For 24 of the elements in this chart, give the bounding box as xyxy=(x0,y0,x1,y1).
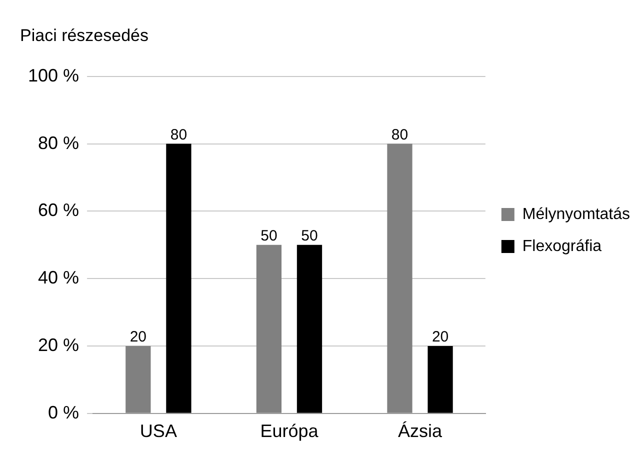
data-label: 50 xyxy=(260,228,278,245)
y-tick-label: 60 % xyxy=(38,200,80,220)
data-label: 80 xyxy=(391,126,408,144)
legend-label: Mélynyomtatás xyxy=(522,206,630,223)
data-label: 50 xyxy=(301,228,318,245)
bar xyxy=(256,244,282,413)
y-tick-label: 0 % xyxy=(48,402,80,422)
legend-label: Flexográfia xyxy=(522,238,602,255)
bar xyxy=(428,346,453,413)
y-tick-label: 40 % xyxy=(38,268,80,288)
y-tick-label: 80 % xyxy=(38,132,80,153)
data-label: 80 xyxy=(170,126,188,144)
bar xyxy=(296,244,322,413)
y-tick-label: 100 % xyxy=(28,65,80,86)
y-tick-label: 20 % xyxy=(38,334,80,355)
data-label: 20 xyxy=(432,328,449,346)
bar xyxy=(166,144,192,413)
x-tick-label: USA xyxy=(140,421,177,442)
data-label: 20 xyxy=(130,328,147,346)
x-tick-label: Európa xyxy=(260,421,320,442)
chart-title: Piaci részesedés xyxy=(20,26,149,45)
x-tick-label: Ázsia xyxy=(398,421,444,442)
bar xyxy=(387,144,412,413)
bar xyxy=(126,346,151,413)
